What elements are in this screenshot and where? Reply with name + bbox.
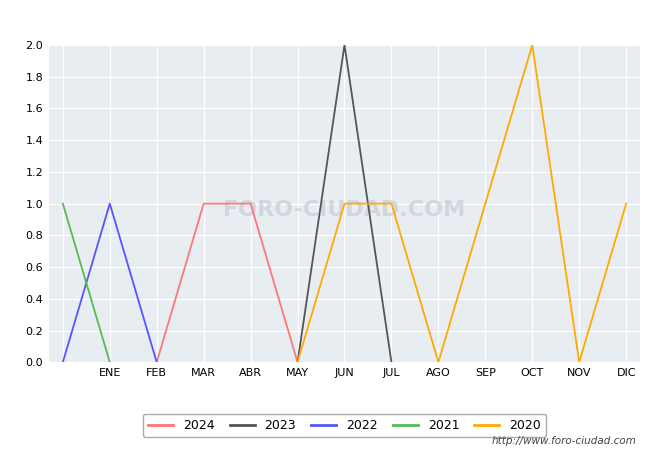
Text: Matriculaciones de Vehiculos en Quintanilla del Monte: Matriculaciones de Vehiculos en Quintani… xyxy=(108,12,542,27)
Legend: 2024, 2023, 2022, 2021, 2020: 2024, 2023, 2022, 2021, 2020 xyxy=(143,414,546,437)
Text: FORO-CIUDAD.COM: FORO-CIUDAD.COM xyxy=(224,200,465,220)
Text: http://www.foro-ciudad.com: http://www.foro-ciudad.com xyxy=(492,436,637,446)
